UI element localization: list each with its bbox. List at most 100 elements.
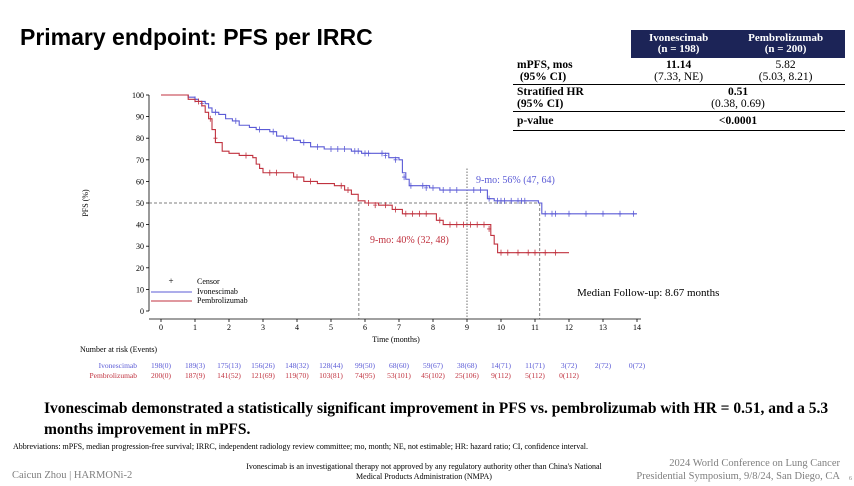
header-pembrolizumab: Pembrolizumab (n = 200) xyxy=(726,30,845,58)
mpfs-label-line2: (95% CI) xyxy=(519,71,567,83)
hr-ci: (0.38, 0.69) xyxy=(711,98,765,110)
risk-table-cell: 5(112) xyxy=(525,371,545,380)
ivonescimab-censor-mark xyxy=(315,143,320,150)
pembrolizumab-censor-mark xyxy=(437,217,442,224)
ivonescimab-censor-mark xyxy=(618,210,622,217)
x-tick-label: 8 xyxy=(431,323,435,332)
conference-line2: Presidential Symposium, 9/8/24, San Dieg… xyxy=(636,471,840,482)
y-tick-label: 0 xyxy=(140,307,144,316)
ivonescimab-censor-mark xyxy=(567,210,571,217)
ivonescimab-censor-mark xyxy=(393,156,398,163)
y-tick-label: 30 xyxy=(136,242,144,251)
x-tick-label: 1 xyxy=(193,323,197,332)
pembrolizumab-censor-mark xyxy=(295,174,299,181)
pembrolizumab-censor-mark xyxy=(468,221,473,228)
pembrolizumab-curve xyxy=(161,94,569,254)
risk-table-cell: 187(9) xyxy=(185,371,205,380)
pembrolizumab-censor-mark xyxy=(410,210,415,217)
pembrolizumab-censor-mark xyxy=(213,135,218,142)
hr-label-line2: (95% CI) xyxy=(517,98,564,110)
legend-pembrolizumab-label: Pembrolizumab xyxy=(197,296,248,305)
risk-row-label: Pembrolizumab xyxy=(90,371,138,380)
y-tick-label: 50 xyxy=(136,199,144,208)
mpfs-pembrolizumab: 5.82 (5.03, 8.21) xyxy=(726,58,845,85)
pembrolizumab-censor-mark xyxy=(482,221,486,228)
abbreviations-footnote: Abbreviations: mPFS, median progression-… xyxy=(13,442,588,451)
y-tick-label: 80 xyxy=(136,134,144,143)
header-ivonescimab: Ivonescimab (n = 198) xyxy=(631,30,727,58)
y-tick-label: 90 xyxy=(136,113,144,122)
pembrolizumab-censor-mark xyxy=(346,187,350,194)
pembrolizumab-9mo-annotation: 9-mo: 40% (32, 48) xyxy=(370,235,449,246)
risk-table-cell: 99(50) xyxy=(355,361,375,370)
pembrolizumab-censor-mark xyxy=(553,249,558,256)
ivonescimab-censor-mark xyxy=(631,210,636,217)
hr-value-cell: 0.51 (0.38, 0.69) xyxy=(631,84,845,112)
page-number: 6 xyxy=(849,476,852,482)
pembrolizumab-censor-mark xyxy=(424,210,429,217)
ivonescimab-censor-mark xyxy=(478,187,483,194)
header-pembrolizumab-name: Pembrolizumab xyxy=(748,32,824,44)
ivonescimab-censor-mark xyxy=(408,182,413,189)
pembrolizumab-censor-mark xyxy=(454,221,459,228)
y-axis-title: PFS (%) xyxy=(81,189,90,217)
y-tick-label: 70 xyxy=(136,156,144,165)
risk-table-cell: 128(44) xyxy=(319,361,343,370)
y-tick-label: 100 xyxy=(132,91,144,100)
x-tick-label: 13 xyxy=(599,323,607,332)
summary-table: Ivonescimab (n = 198) Pembrolizumab (n = 2… xyxy=(513,30,845,131)
ivonescimab-censor-mark xyxy=(342,146,347,152)
risk-table-cell: 2(72) xyxy=(595,361,612,370)
ivonescimab-censor-mark xyxy=(329,146,333,152)
pembrolizumab-censor-mark xyxy=(505,249,510,256)
ivonescimab-censor-mark xyxy=(402,174,407,181)
hr-value: 0.51 xyxy=(727,86,749,98)
x-tick-label: 4 xyxy=(295,323,299,332)
ivonescimab-censor-mark xyxy=(509,197,514,204)
mpfs-ivonescimab-value: 11.14 xyxy=(665,59,692,71)
risk-table-cell: 59(67) xyxy=(423,361,443,370)
y-tick-label: 10 xyxy=(136,285,144,294)
pembrolizumab-censor-mark xyxy=(339,182,344,189)
ivonescimab-censor-mark xyxy=(335,146,340,152)
ivonescimab-censor-mark xyxy=(550,210,554,217)
ivonescimab-censor-mark xyxy=(454,187,459,194)
legend-censor-label: Censor xyxy=(197,277,220,286)
pembrolizumab-censor-mark xyxy=(417,210,422,217)
p-value-row: p-value <0.0001 xyxy=(513,111,845,131)
ivonescimab-censor-mark xyxy=(584,210,588,217)
pembrolizumab-censor-mark xyxy=(393,206,398,213)
ivonescimab-censor-mark xyxy=(448,187,452,194)
risk-table-cell: 68(60) xyxy=(389,361,409,370)
ivonescimab-censor-mark xyxy=(553,210,558,217)
risk-table-cell: 53(101) xyxy=(387,371,411,380)
y-tick-label: 20 xyxy=(136,264,144,273)
risk-table-cell: 38(68) xyxy=(457,361,477,370)
pembrolizumab-censor-mark xyxy=(475,221,480,228)
header-pembrolizumab-n: (n = 200) xyxy=(764,43,807,55)
pembrolizumab-censor-mark xyxy=(373,202,378,209)
p-value-label: p-value xyxy=(513,111,631,131)
risk-table-cell: 0(112) xyxy=(559,371,579,380)
ivonescimab-censor-mark xyxy=(516,197,520,204)
ivonescimab-censor-mark xyxy=(257,126,262,133)
pembrolizumab-censor-mark xyxy=(383,202,388,209)
pembrolizumab-censor-mark xyxy=(196,98,201,105)
pembrolizumab-censor-mark xyxy=(448,221,452,228)
x-tick-label: 0 xyxy=(159,323,163,332)
ivonescimab-curve xyxy=(161,94,637,215)
ivonescimab-censor-mark xyxy=(441,187,446,194)
x-tick-label: 5 xyxy=(329,323,333,332)
presenter-label: Caicun Zhou | HARMONi-2 xyxy=(12,470,133,481)
ivonescimab-censor-mark xyxy=(502,197,507,204)
conclusion-text: Ivonescimab demonstrated a statistically… xyxy=(44,400,829,438)
median-followup-annotation: Median Follow-up: 8.67 months xyxy=(577,287,719,299)
risk-table-cell: 74(95) xyxy=(355,371,375,380)
ivonescimab-censor-mark xyxy=(271,128,276,135)
pembrolizumab-censor-mark xyxy=(461,221,466,228)
risk-table-cell: 148(32) xyxy=(285,361,309,370)
pembrolizumab-censor-mark xyxy=(274,169,279,176)
mpfs-ivonescimab: 11.14 (7.33, NE) xyxy=(631,58,726,85)
pembrolizumab-censor-mark xyxy=(244,152,248,159)
